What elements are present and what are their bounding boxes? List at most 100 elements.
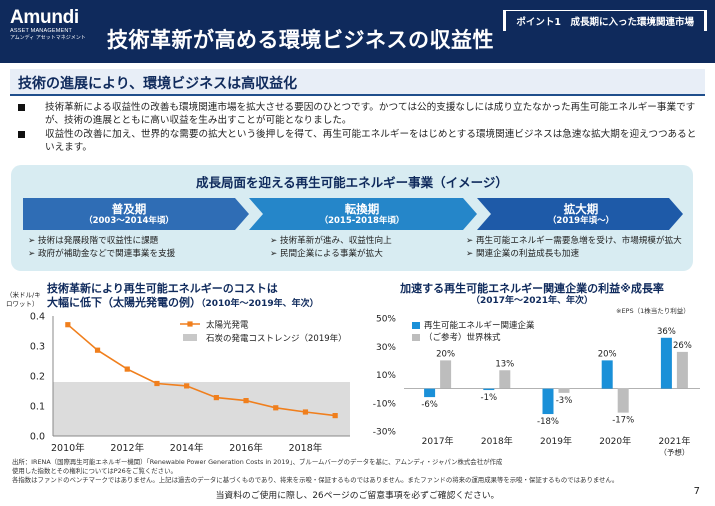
stage-point: ➢ 再生可能エネルギー需要急増を受け、市場規模が拡大: [466, 236, 682, 246]
legend-renewable-swatch: [412, 322, 420, 329]
bullet-item: 収益性の改善に加え、世界的な需要の拡大という後押しを得て、再生可能エネルギーをは…: [18, 128, 698, 154]
logo-name: Amundi: [10, 7, 79, 28]
stage-arrow-transition: 転換期 （2015-2018年頃）: [256, 198, 468, 230]
header-bar: Amundi ASSET MANAGEMENT アムンディ アセットマネジメント…: [0, 0, 715, 63]
stage-points-transition: ➢ 技術革新が進み、収益性向上 ➢ 民間企業による事業が拡大: [270, 235, 392, 261]
legend-renewable-label: 再生可能エネルギー関連企業: [424, 320, 535, 331]
solar-cost-point: [154, 380, 160, 387]
legend-coal-label: 石炭の発電コストレンジ（2019年）: [206, 333, 347, 344]
renewable-eps-bar: [660, 337, 672, 389]
x-tick-label: 2018年: [289, 442, 323, 454]
global-equity-bar: [499, 370, 511, 389]
x-tick-label: 2012年: [110, 442, 144, 454]
source-footnote: 出所：IRENA（国際再生可能エネルギー機関）「Renewable Power …: [12, 458, 702, 484]
stage-arrows: [23, 198, 683, 230]
global-equity-bar: [440, 360, 452, 389]
right-chart-subtitle: （2017年～2021年、年次）: [470, 296, 594, 306]
stage-years: （2019年頃～）: [547, 215, 615, 226]
bullet-square-icon: [18, 131, 25, 138]
x-tick-label: 2010年: [51, 442, 85, 454]
bar-value-label: -1%: [481, 393, 498, 403]
stage-point: ➢ 技術革新が進み、収益性向上: [270, 236, 392, 246]
y-tick-label: -10%: [373, 399, 397, 409]
eps-note: ※EPS（1株当たり利益）: [616, 307, 690, 315]
stage-points-expansion: ➢ 再生可能エネルギー需要急増を受け、市場規模が拡大 ➢ 関連企業の利益成長も加…: [466, 235, 682, 261]
y-tick-label: 0.1: [30, 402, 45, 413]
stage-point: ➢ 関連企業の利益成長も加速: [466, 249, 580, 259]
bullet-text: 技術革新による収益性の改善も環境関連市場を拡大させる要因のひとつです。かつては公…: [45, 102, 696, 126]
solar-cost-point: [332, 413, 338, 419]
global-equity-bar: [676, 351, 688, 389]
section-heading-text: 技術の進展により、環境ビジネスは高収益化: [18, 76, 298, 92]
x-tick-label: 2020年: [599, 435, 631, 447]
renewable-eps-bar: [542, 388, 554, 415]
page-number: 7: [693, 486, 700, 497]
right-chart-title: 加速する再生可能エネルギー関連企業の利益※成長率 （2017年～2021年、年次…: [362, 282, 702, 308]
x-tick-label: 2014年: [170, 442, 204, 454]
x-tick-label: 2016年: [229, 442, 263, 454]
stage-name: 拡大期: [563, 201, 599, 216]
legend-global-swatch: [412, 334, 420, 341]
bar-value-label: 36%: [657, 327, 676, 337]
solar-cost-point: [94, 347, 101, 353]
bar-value-label: -6%: [421, 400, 438, 410]
left-chart-unit: （米ドル/キロワット）: [6, 291, 41, 308]
solar-cost-point: [243, 398, 249, 404]
y-tick-label: 0.2: [30, 372, 45, 383]
solar-cost-point: [213, 395, 219, 401]
x-tick-label: 2021年: [658, 435, 690, 447]
bar-value-label: -3%: [556, 396, 573, 406]
logo-subtitle: ASSET MANAGEMENT: [10, 28, 73, 34]
bar-value-label: -17%: [612, 416, 634, 426]
solar-cost-point: [65, 322, 71, 328]
chevron-right-icon: ➢: [28, 236, 38, 246]
left-chart-title-line2: 大幅に低下（太陽光発電の例）: [47, 296, 201, 309]
bar-value-label: 20%: [436, 349, 455, 359]
y-tick-label: -30%: [373, 428, 397, 438]
amundi-logo: Amundi ASSET MANAGEMENT アムンディ アセットマネジメント: [10, 8, 86, 42]
x-tick-note: （予想）: [659, 447, 689, 457]
bullet-list: 技術革新による収益性の改善も環境関連市場を拡大させる要因のひとつです。かつては公…: [18, 101, 698, 155]
y-tick-label: 50%: [376, 315, 396, 325]
stage-point: ➢ 民間企業による事業が拡大: [270, 249, 383, 259]
solar-cost-point: [273, 405, 279, 411]
y-tick-label: 0.0: [30, 432, 45, 443]
footnote-line: 各指数はファンドのベンチマークではありません。上記は過去のデータに基づくものであ…: [12, 475, 619, 484]
legend-solar-marker: [187, 321, 193, 327]
stage-arrow-shape: [249, 198, 477, 230]
stage-name: 転換期: [344, 201, 380, 216]
footnote-line: 出所：IRENA（国際再生可能エネルギー機関）「Renewable Power …: [12, 458, 503, 466]
renewable-eps-bar: [424, 388, 436, 398]
bullet-item: 技術革新による収益性の改善も環境関連市場を拡大させる要因のひとつです。かつては公…: [18, 101, 698, 127]
stage-years: （2015-2018年頃）: [319, 215, 405, 226]
solar-cost-point: [302, 409, 309, 415]
y-tick-label: 0.4: [30, 312, 45, 323]
footer-disclaimer: 当資料のご使用に際し、26ページのご留意事項を必ずご確認ください。: [215, 491, 500, 501]
coal-cost-band: [53, 382, 350, 436]
bar-value-label: 26%: [673, 341, 692, 351]
stage-arrow-expansion: 拡大期 （2019年頃～）: [486, 198, 676, 230]
stage-points-early: ➢ 技術は発展段階で収益性に課題 ➢ 政府が補助金などで関連事業を支援: [28, 235, 175, 261]
bar-value-label: -18%: [537, 417, 559, 427]
bullet-text: 収益性の改善に加え、世界的な需要の拡大という後押しを得て、再生可能エネルギーをは…: [45, 129, 697, 153]
left-chart-title: 技術革新により再生可能エネルギーのコストは 大幅に低下（太陽光発電の例）（201…: [47, 282, 319, 311]
x-tick-label: 2018年: [481, 435, 513, 447]
solar-cost-line: [67, 324, 336, 417]
page-title: 技術革新が高める環境ビジネスの収益性: [107, 28, 494, 52]
logo-kana: アムンディ アセットマネジメント: [10, 35, 86, 41]
left-chart-title-line1: 技術革新により再生可能エネルギーのコストは: [47, 282, 278, 295]
solar-cost-point: [184, 383, 190, 389]
stage-arrow-shape: [23, 198, 249, 230]
growth-stage-panel: 成長局面を迎える再生可能エネルギー事業（イメージ） 普及期 （2003～2014…: [11, 165, 693, 271]
chevron-right-icon: ➢: [270, 236, 280, 246]
stage-years: （2003～2014年頃）: [84, 215, 174, 226]
solar-cost-line-chart: 0.0 0.1 0.2 0.3 0.4 2010年 2012年 2014年 2016年 2018年…: [30, 312, 350, 454]
legend-solar-label: 太陽光発電: [206, 320, 249, 331]
chevron-right-icon: ➢: [270, 249, 280, 259]
y-tick-label: 30%: [376, 343, 396, 353]
bullet-square-icon: [18, 104, 25, 111]
stage-point: ➢ 技術は発展段階で収益性に課題: [28, 236, 159, 246]
x-tick-label: 2017年: [422, 435, 454, 447]
bar-value-label: 13%: [495, 359, 514, 369]
bar-value-label: 20%: [598, 349, 617, 359]
